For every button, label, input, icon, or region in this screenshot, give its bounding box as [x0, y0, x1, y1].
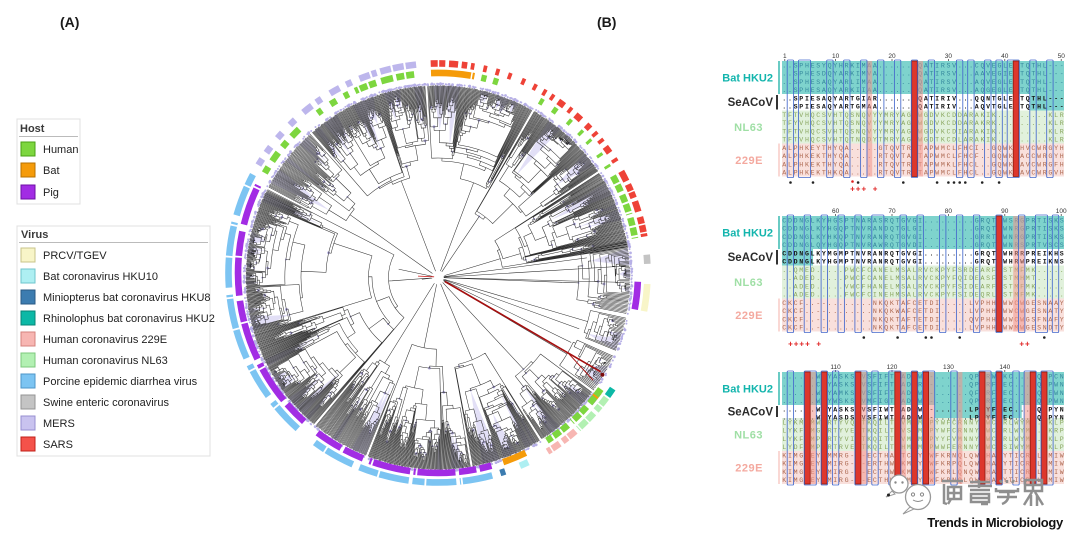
svg-text:+: +	[794, 340, 799, 349]
svg-text:+: +	[850, 185, 855, 194]
svg-text:90: 90	[1001, 208, 1009, 215]
svg-text:Bat: Bat	[43, 165, 60, 177]
svg-text:100: 100	[1056, 208, 1067, 215]
svg-text:130: 130	[943, 364, 954, 371]
svg-text:Pig: Pig	[43, 187, 59, 199]
svg-text:TFTVHQCSVHTQSNQVYYMRYAGVWGDVKC: TFTVHQCSVHTQSNQVYYMRYAGVWGDVKCDIARAKIK..…	[782, 128, 1063, 135]
svg-text:Human coronavirus NL63: Human coronavirus NL63	[43, 355, 168, 367]
svg-text:1: 1	[783, 53, 787, 60]
svg-text:+: +	[805, 340, 810, 349]
svg-text:NL63: NL63	[734, 430, 763, 442]
svg-text:120: 120	[887, 364, 898, 371]
svg-text:60: 60	[832, 208, 840, 215]
svg-text:229E: 229E	[735, 155, 763, 167]
svg-text:+: +	[1025, 340, 1030, 349]
svg-text:NL63: NL63	[734, 277, 763, 289]
svg-text:NL63: NL63	[734, 122, 763, 134]
svg-text:Human: Human	[43, 144, 78, 156]
svg-text:TFTVHQCSVHTQSNQVYYMRYAGVWGDVKC: TFTVHQCSVHTQSNQVYYMRYAGVWGDVKCDDARAKIK..…	[782, 112, 1063, 119]
svg-text:ALPHKEYTHYQA.....GTQVTRITAPWMC: ALPHKEYTHYQA.....GTQVTRITAPWMCLFHCI..GQW…	[782, 145, 1063, 152]
svg-text:TFYVHQCSVHTQSNQVYYMRYAGWWGDVKC: TFYVHQCSVHTQSNQVYYMRYAGWWGDVKCDDARAKRK..…	[782, 120, 1063, 127]
svg-text:Rhinolophus bat coronavirus HK: Rhinolophus bat coronavirus HKU2	[43, 313, 215, 325]
svg-text:Porcine epidemic diarrhea viru: Porcine epidemic diarrhea virus	[43, 376, 198, 388]
svg-text:110: 110	[830, 364, 841, 371]
svg-text:+: +	[799, 340, 804, 349]
svg-text:80: 80	[945, 208, 953, 215]
svg-text:Virus: Virus	[21, 229, 48, 241]
svg-text:50: 50	[1058, 53, 1066, 60]
svg-text:SeACoV: SeACoV	[728, 97, 774, 109]
svg-text:ALPHKEKTHYQA.....RTQVTAITAPWMC: ALPHKEKTHYQA.....RTQVTAITAPWMCLFHCF..GQW…	[782, 153, 1063, 160]
svg-text:40: 40	[1001, 53, 1009, 60]
svg-text:70: 70	[888, 208, 896, 215]
svg-text:229E: 229E	[735, 310, 763, 322]
svg-text:SeACoV: SeACoV	[728, 252, 774, 264]
svg-text:Human coronavirus 229E: Human coronavirus 229E	[43, 334, 167, 346]
svg-text:Bat HKU2: Bat HKU2	[722, 228, 773, 240]
svg-text:229E: 229E	[735, 463, 763, 475]
svg-text:+: +	[873, 185, 878, 194]
svg-text:PRCV/TGEV: PRCV/TGEV	[43, 250, 107, 262]
svg-text:Swine enteric coronavirus: Swine enteric coronavirus	[43, 397, 169, 409]
svg-text:SeACoV: SeACoV	[728, 407, 774, 419]
svg-text:+: +	[788, 340, 793, 349]
svg-text:Trends in Microbiology: Trends in Microbiology	[927, 515, 1064, 530]
svg-text:ALPHKEKTHKQA.....RTQVTRITAPWMC: ALPHKEKTHKQA.....RTQVTRITAPWMCLFHCL..GQW…	[782, 170, 1063, 177]
svg-text:Bat HKU2: Bat HKU2	[722, 384, 773, 396]
svg-text:Bat HKU2: Bat HKU2	[722, 73, 773, 85]
svg-text:(B): (B)	[597, 14, 616, 30]
svg-text:20: 20	[888, 53, 896, 60]
svg-text:ALPHKEKTHYQA.....RTQVTRITAPWMK: ALPHKEKTHYQA.....RTQVTRITAPWMKLFHCL..GQW…	[782, 161, 1063, 168]
svg-text:Host: Host	[20, 123, 45, 135]
svg-text:TFTVHQCSVHTQTNQDYTMRYAGVWGDTKC: TFTVHQCSVHTQTNQDYTMRYAGVWGDTKCDLARAKIK..…	[782, 137, 1063, 144]
svg-text:30: 30	[945, 53, 953, 60]
svg-text:+: +	[1019, 340, 1024, 349]
svg-text:(A): (A)	[60, 14, 79, 30]
svg-text:+: +	[861, 185, 866, 194]
svg-text:10: 10	[832, 53, 840, 60]
svg-text:+: +	[856, 185, 861, 194]
svg-text:+: +	[816, 340, 821, 349]
svg-text:SARS: SARS	[43, 439, 73, 451]
svg-text:140: 140	[999, 364, 1010, 371]
svg-text:Bat coronavirus HKU10: Bat coronavirus HKU10	[43, 271, 158, 283]
svg-text:Miniopterus bat coronavirus HK: Miniopterus bat coronavirus HKU8	[43, 292, 211, 304]
svg-text:MERS: MERS	[43, 418, 75, 430]
